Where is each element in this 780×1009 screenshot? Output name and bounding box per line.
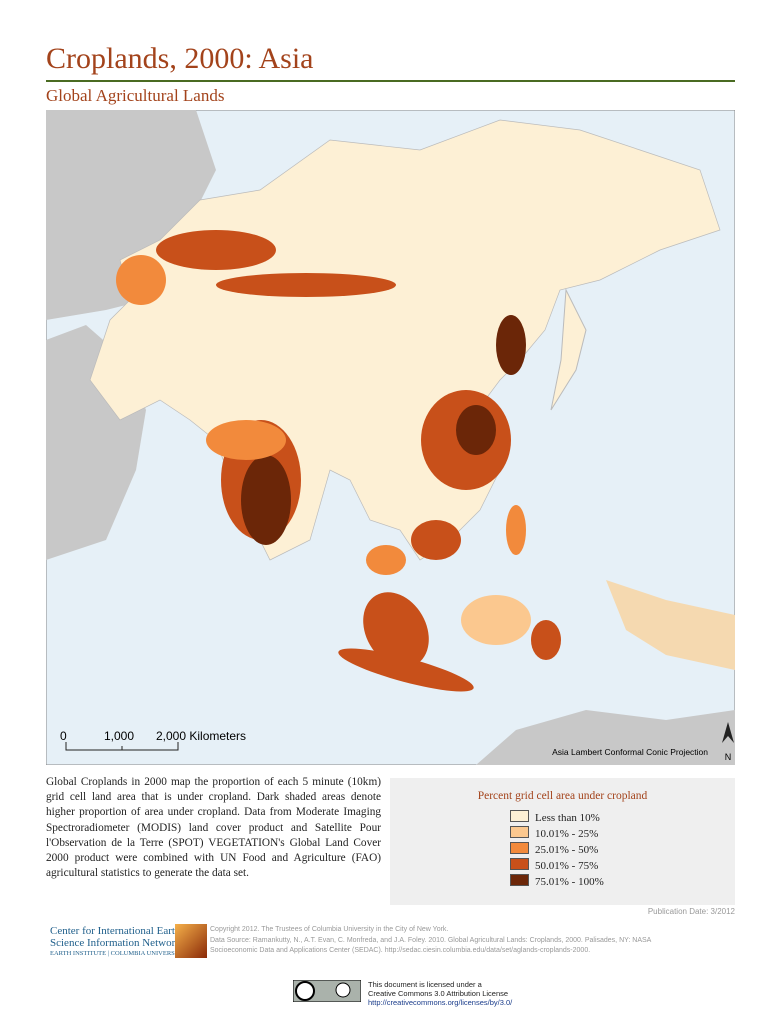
license: This document is licensed under a <box>368 980 482 989</box>
legend-label: 50.01% - 75% <box>535 860 599 872</box>
subtitle: Global Agricultural Lands <box>46 86 225 105</box>
scale-label: 2,000 Kilometers <box>156 729 246 743</box>
japan <box>550 288 587 411</box>
legend-item: 75.01% - 100% <box>510 874 604 888</box>
title: Croplands, 2000: Asia <box>46 42 314 75</box>
org-name: Science Information Network <box>50 937 181 949</box>
legend-item: 25.01% - 50% <box>510 842 598 856</box>
legend-swatch <box>510 858 529 870</box>
license-url: http://creativecommons.org/licenses/by/3… <box>368 998 513 1007</box>
north-label: N <box>725 752 732 762</box>
new-guinea <box>606 580 735 670</box>
description: Global Croplands in 2000 map the proport… <box>46 776 381 880</box>
scale-label: 0 <box>60 729 67 743</box>
legend-item: 10.01% - 25% <box>510 826 598 840</box>
cc-badge <box>293 980 361 1002</box>
license: Creative Commons 3.0 Attribution License <box>368 989 509 998</box>
legend-label: 25.01% - 50% <box>535 844 599 856</box>
australia <box>476 710 735 765</box>
projection: Asia Lambert Conformal Conic Projection <box>552 747 708 757</box>
legend-swatch <box>510 874 529 886</box>
legend-item: Less than 10% <box>510 810 600 824</box>
scale-bar <box>65 742 179 751</box>
credit: Data Source: Ramankutty, N., A.T. Evan, … <box>210 937 652 944</box>
legend-title: Percent grid cell area under cropland <box>477 790 648 802</box>
legend-swatch <box>510 810 529 822</box>
legend-label: 10.01% - 25% <box>535 828 599 840</box>
legend-label: 75.01% - 100% <box>535 876 604 888</box>
scale-label: 1,000 <box>104 729 134 743</box>
legend-label: Less than 10% <box>535 812 600 824</box>
legend-swatch <box>510 842 529 854</box>
logo <box>175 924 207 958</box>
legend: Percent grid cell area under cropland Le… <box>390 778 735 905</box>
org-name: Center for International Earth <box>50 925 181 937</box>
credit: Copyright 2012. The Trustees of Columbia… <box>210 926 449 933</box>
org-affiliation: EARTH INSTITUTE | COLUMBIA UNIVERSITY <box>50 950 186 957</box>
legend-swatch <box>510 826 529 838</box>
cropland-patches <box>116 230 561 692</box>
map: 0 1,000 2,000 Kilometers Asia Lambert Co… <box>46 110 735 765</box>
credit: Socioeconomic Data and Applications Cent… <box>210 947 591 954</box>
legend-item: 50.01% - 75% <box>510 858 598 872</box>
title-rule <box>46 80 735 82</box>
north-arrow <box>722 722 734 743</box>
publication-date: Publication Date: 3/2012 <box>647 907 735 916</box>
